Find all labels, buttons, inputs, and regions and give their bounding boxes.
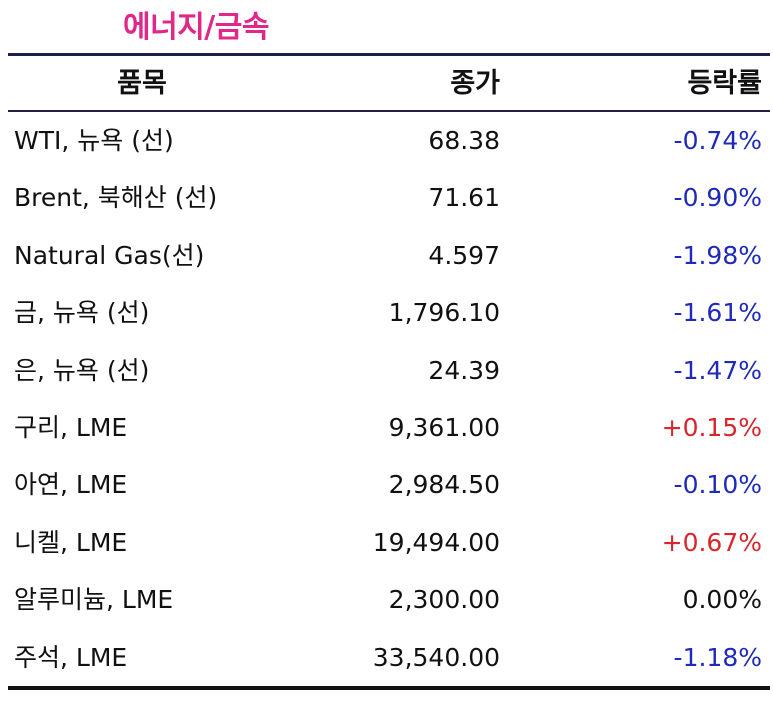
close-price: 2,984.50 <box>388 470 500 500</box>
header-item: 품목 <box>117 68 167 99</box>
change-rate: 0.00% <box>682 585 762 615</box>
change-rate: -1.47% <box>673 355 762 385</box>
close-price: 4.597 <box>428 240 500 270</box>
commodity-name: 니켈, LME <box>14 527 128 557</box>
commodity-name: Brent, 북해산 (선) <box>14 183 218 213</box>
header-close: 종가 <box>450 68 500 99</box>
close-price: 68.38 <box>428 126 500 155</box>
header-rule <box>8 110 770 112</box>
close-price: 24.39 <box>428 355 500 385</box>
close-price: 71.61 <box>428 183 500 213</box>
close-price: 1,796.10 <box>388 298 500 328</box>
close-price: 9,361.00 <box>388 412 500 442</box>
page-title: 에너지/금속 <box>123 10 269 45</box>
header-change: 등락률 <box>687 68 762 99</box>
change-rate: -0.74% <box>673 126 762 155</box>
change-rate: -1.98% <box>673 240 762 270</box>
commodity-name: 구리, LME <box>14 412 128 442</box>
change-rate: -0.90% <box>673 183 762 213</box>
commodity-name: 은, 뉴욕 (선) <box>14 355 150 385</box>
commodity-table: WTI, 뉴욕 (선) 68.38 -0.74% Brent, 북해산 (선) 71.6… <box>0 112 773 686</box>
table-row: 금, 뉴욕 (선) 1,796.10 -1.61% <box>0 284 773 341</box>
commodity-name: 알루미늄, LME <box>14 585 174 615</box>
table-row: 구리, LME 9,361.00 +0.15% <box>0 399 773 456</box>
table-row: Brent, 북해산 (선) 71.61 -0.90% <box>0 169 773 226</box>
commodity-name: Natural Gas(선) <box>14 240 205 270</box>
table-row: 은, 뉴욕 (선) 24.39 -1.47% <box>0 342 773 399</box>
change-rate: +0.15% <box>661 412 762 442</box>
commodity-name: 아연, LME <box>14 470 128 500</box>
table-row: Natural Gas(선) 4.597 -1.98% <box>0 227 773 284</box>
change-rate: +0.67% <box>661 527 762 557</box>
commodity-name: 금, 뉴욕 (선) <box>14 298 150 328</box>
change-rate: -0.10% <box>673 470 762 500</box>
close-price: 2,300.00 <box>388 585 500 615</box>
commodity-name: WTI, 뉴욕 (선) <box>14 126 174 155</box>
change-rate: -1.61% <box>673 298 762 328</box>
table-row: WTI, 뉴욕 (선) 68.38 -0.74% <box>0 112 773 169</box>
close-price: 19,494.00 <box>372 527 500 557</box>
table-top-rule <box>8 53 770 56</box>
commodity-name: 주석, LME <box>14 642 128 672</box>
table-row: 주석, LME 33,540.00 -1.18% <box>0 629 773 686</box>
table-row: 니켈, LME 19,494.00 +0.67% <box>0 514 773 571</box>
table-row: 아연, LME 2,984.50 -0.10% <box>0 456 773 513</box>
change-rate: -1.18% <box>673 642 762 672</box>
table-bottom-rule <box>8 686 770 690</box>
close-price: 33,540.00 <box>372 642 500 672</box>
table-row: 알루미늄, LME 2,300.00 0.00% <box>0 571 773 628</box>
